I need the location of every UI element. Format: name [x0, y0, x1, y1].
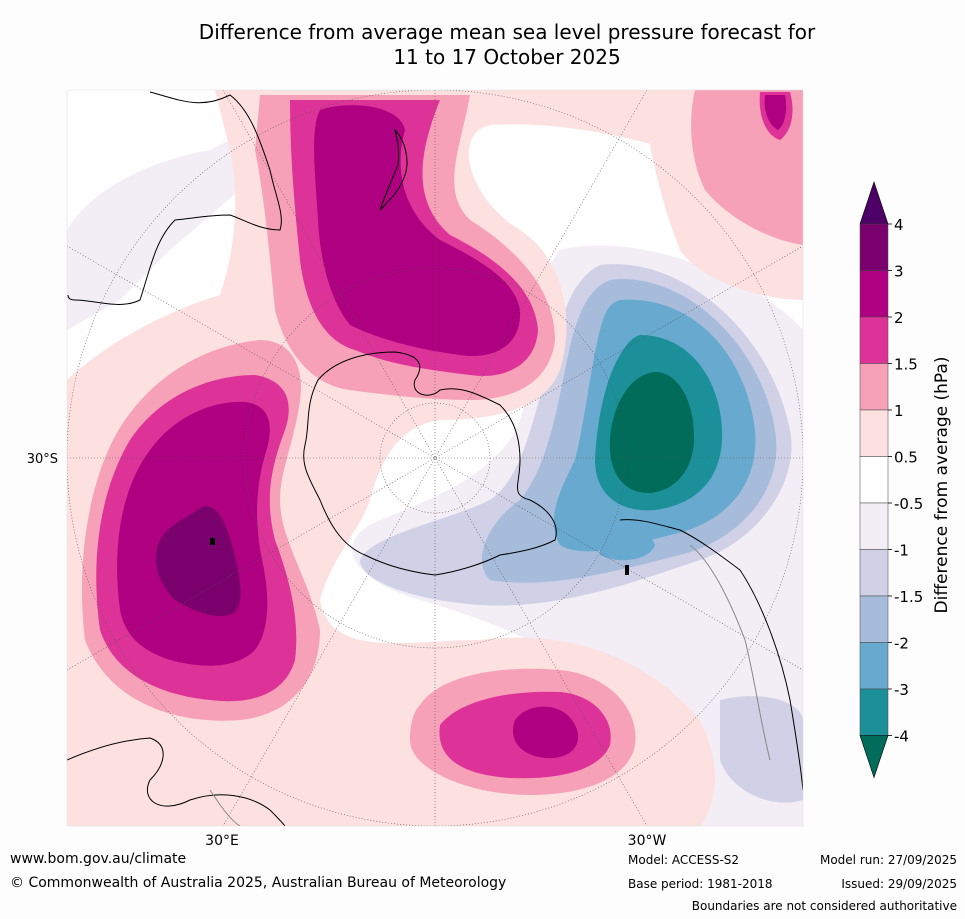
- colorbar-segment-7: [859, 549, 889, 597]
- colorbar-label: Difference from average (hPa): [932, 356, 952, 614]
- colorbar-tick-label-0: 4: [894, 216, 904, 234]
- coastlines: [67, 91, 803, 826]
- graticule-meridian-30a: [222, 90, 648, 826]
- graticule-meridian-30b: [222, 90, 648, 826]
- chart-title-line1: Difference from average mean sea level p…: [198, 20, 816, 44]
- colorbar-tick-label-7: -1: [894, 542, 909, 560]
- footer-copyright: © Commonwealth of Australia 2025, Austra…: [10, 875, 507, 891]
- graticule-meridian-60a: [67, 245, 803, 671]
- coastline-south-america-inner: [689, 544, 771, 761]
- footer-website[interactable]: www.bom.gov.au/climate: [10, 851, 187, 867]
- colorbar-extend-bottom: [859, 735, 889, 779]
- coastline-antarctica: [303, 351, 557, 576]
- colorbar-tick-label-4: 1: [894, 402, 904, 420]
- colorbar-segment-2: [859, 316, 889, 364]
- colorbar-tick-label-8: -1.5: [894, 588, 923, 606]
- lat-label-30s: 30°S: [27, 452, 58, 467]
- colorbar-tick-label-2: 2: [894, 309, 904, 327]
- graticule-meridian-60b: [67, 245, 803, 671]
- map-area: [67, 90, 803, 826]
- colorbar: 4 3 2 1.5 1 0.5 -0.5 -1 -1.5 -2 -3 -4: [859, 181, 923, 779]
- footer-model: Model: ACCESS-S2: [628, 853, 740, 867]
- contour-pos-2-ne: [764, 95, 787, 130]
- contour-neg-0.5-northwest: [67, 140, 240, 330]
- colorbar-segment-9: [859, 642, 889, 690]
- colorbar-segment-0: [859, 223, 889, 271]
- colorbar-segment-8: [859, 595, 889, 643]
- islands: [210, 538, 629, 575]
- contour-neg-1-southeast: [720, 696, 803, 803]
- chart-title: Difference from average mean sea level p…: [0, 20, 965, 70]
- coastline-australia: [67, 91, 282, 305]
- contour-neg-peninsula: [600, 523, 655, 561]
- footer-model-run: Model run: 27/09/2025: [819, 853, 957, 867]
- colorbar-segment-1: [859, 270, 889, 318]
- footer-issued: Issued: 29/09/2025: [841, 877, 957, 891]
- map-frame: [66, 89, 804, 827]
- island-south-shetland: [625, 565, 629, 575]
- lon-label-30w: 30°W: [628, 833, 667, 849]
- colorbar-tick-label-6: -0.5: [894, 495, 923, 513]
- colorbar-tick-label-3: 1.5: [894, 356, 918, 374]
- coastline-new-zealand: [379, 128, 408, 211]
- colorbar-segment-10: [859, 688, 889, 736]
- coastline-africa: [67, 737, 286, 826]
- colorbar-segment-3: [859, 363, 889, 411]
- contour-pos-2-tasman: [314, 105, 521, 356]
- contour-neg-4: [609, 372, 695, 493]
- coastline-southern-africa-border: [209, 789, 241, 826]
- colorbar-tick-label-10: -3: [894, 681, 909, 699]
- contour-pos-3-west: [155, 506, 241, 617]
- colorbar-tick-label-5: 0.5: [894, 449, 918, 467]
- footer-base-period: Base period: 1981-2018: [628, 877, 773, 891]
- colorbar-tick-label-11: -4: [894, 728, 909, 746]
- colorbar-segment-4: [859, 409, 889, 457]
- chart-title-line2: 11 to 17 October 2025: [393, 45, 621, 69]
- footer-disclaimer: Boundaries are not considered authoritat…: [691, 899, 957, 913]
- colorbar-segment-5: [859, 456, 889, 504]
- contour-pos-2-atlantic: [513, 706, 579, 759]
- colorbar-tick-label-1: 3: [894, 263, 904, 281]
- lon-label-30e: 30°E: [205, 833, 239, 849]
- colorbar-segment-6: [859, 502, 889, 550]
- contour-pos-0.5-south: [290, 776, 355, 817]
- island-kerguelen: [210, 538, 215, 545]
- graticule: [67, 90, 803, 826]
- coastline-south-america: [619, 519, 803, 791]
- colorbar-tick-label-9: -2: [894, 635, 909, 653]
- colorbar-extend-top: [859, 181, 889, 225]
